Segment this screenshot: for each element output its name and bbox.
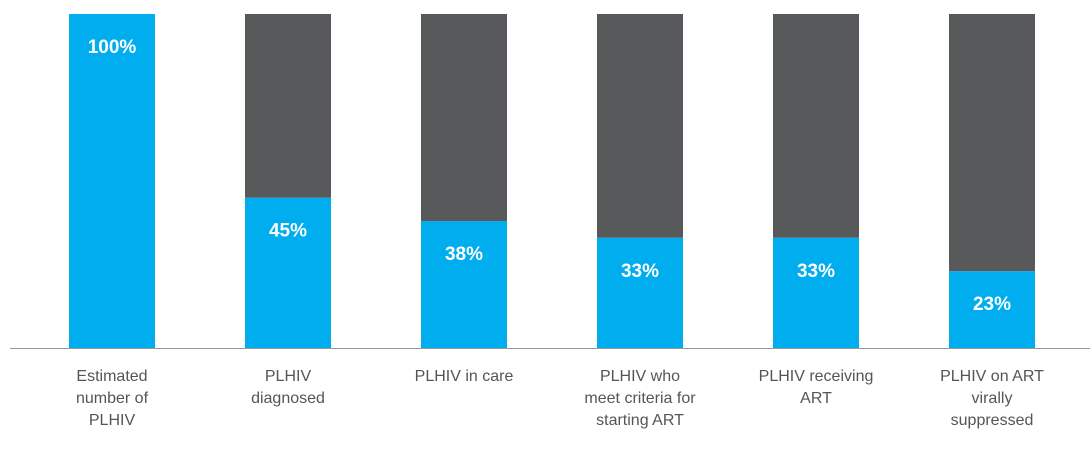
category-label: PLHIV on ART virally suppressed	[940, 368, 1044, 429]
bar-segment	[597, 14, 683, 238]
value-label: 45%	[269, 221, 307, 242]
category-label: PLHIV diagnosed	[251, 368, 325, 407]
bar-segment	[949, 271, 1035, 348]
bar-segment	[597, 237, 683, 348]
bar-segment	[245, 14, 331, 198]
value-label: 100%	[88, 37, 137, 58]
bar-segment	[949, 14, 1035, 272]
category-label: PLHIV in care	[414, 368, 514, 385]
bar-segment	[245, 197, 331, 348]
value-label: 33%	[797, 261, 835, 282]
bar-segment	[421, 221, 507, 348]
bar-segment	[773, 14, 859, 238]
category-label: PLHIV receiving ART	[758, 368, 874, 407]
category-label: Estimated number of PLHIV	[75, 368, 149, 429]
category-label: PLHIV who meet criteria for starting ART	[584, 368, 696, 429]
value-label: 23%	[973, 294, 1011, 315]
bar-segment	[421, 14, 507, 222]
value-label: 33%	[621, 261, 659, 282]
value-label: 38%	[445, 244, 483, 265]
bar-segment	[69, 14, 155, 348]
bar-segment	[773, 237, 859, 348]
